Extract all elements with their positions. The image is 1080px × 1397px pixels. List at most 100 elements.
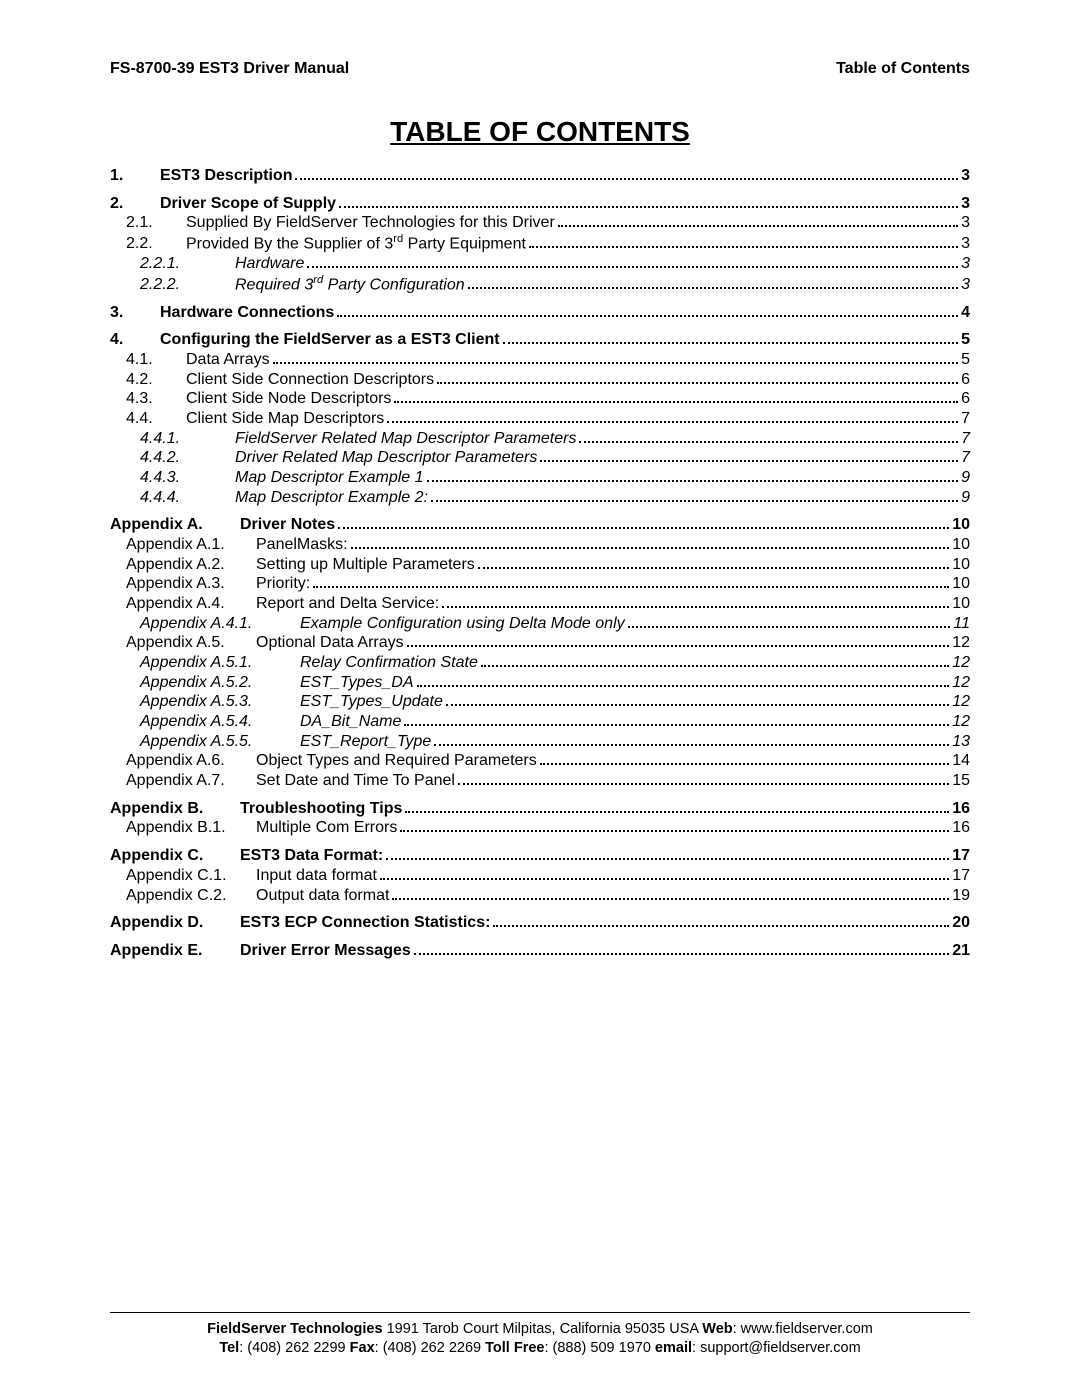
table-of-contents: 1.EST3 Description32.Driver Scope of Sup… — [110, 166, 970, 961]
toc-page-number: 10 — [952, 535, 970, 555]
toc-entry: 4.4.1.FieldServer Related Map Descriptor… — [110, 429, 970, 449]
toc-page-number: 16 — [952, 799, 970, 819]
toc-entry: Appendix B.1.Multiple Com Errors16 — [110, 818, 970, 838]
toc-page-number: 3 — [961, 254, 970, 274]
footer-email-label: email — [655, 1340, 692, 1356]
toc-text: PanelMasks: — [256, 535, 348, 555]
toc-page-number: 3 — [961, 275, 970, 295]
toc-page-number: 9 — [961, 488, 970, 508]
toc-leader-dots — [493, 925, 949, 927]
toc-entry: 2.2.Provided By the Supplier of 3rd Part… — [110, 233, 970, 254]
toc-text: Report and Delta Service: — [256, 594, 439, 614]
toc-label: 4.4.1. — [110, 429, 235, 449]
toc-entry: Appendix C.2.Output data format19 — [110, 886, 970, 906]
toc-leader-dots — [307, 266, 958, 268]
footer-company: FieldServer Technologies — [207, 1321, 382, 1337]
toc-text: Client Side Map Descriptors — [186, 409, 384, 429]
toc-page-number: 5 — [961, 350, 970, 370]
toc-leader-dots — [405, 811, 949, 813]
toc-label: 2.1. — [110, 213, 186, 233]
toc-label: Appendix B. — [110, 799, 240, 819]
toc-label: 3. — [110, 303, 160, 323]
toc-page-number: 3 — [961, 166, 970, 186]
toc-page-number: 17 — [952, 866, 970, 886]
toc-label: Appendix A. — [110, 515, 240, 535]
toc-text: Provided By the Supplier of 3rd Party Eq… — [186, 233, 526, 254]
toc-entry: 1.EST3 Description3 — [110, 166, 970, 186]
toc-label: 4. — [110, 330, 160, 350]
toc-label: Appendix B.1. — [110, 818, 256, 838]
toc-page-number: 12 — [952, 633, 970, 653]
footer-tel-label: Tel — [219, 1340, 239, 1356]
toc-entry: 4.4.3.Map Descriptor Example 19 — [110, 468, 970, 488]
toc-group: 4.Configuring the FieldServer as a EST3 … — [110, 330, 970, 507]
toc-leader-dots — [407, 645, 950, 647]
header-right: Table of Contents — [836, 60, 970, 78]
toc-page-number: 15 — [952, 771, 970, 791]
document-page: FS-8700-39 EST3 Driver Manual Table of C… — [0, 0, 1080, 1397]
toc-text: Map Descriptor Example 2: — [235, 488, 428, 508]
toc-leader-dots — [387, 421, 958, 423]
toc-label: Appendix A.5.5. — [110, 732, 300, 752]
toc-text: Output data format — [256, 886, 389, 906]
toc-entry: Appendix E.Driver Error Messages21 — [110, 941, 970, 961]
toc-group: Appendix C.EST3 Data Format:17Appendix C… — [110, 846, 970, 905]
toc-page-number: 3 — [961, 213, 970, 233]
toc-leader-dots — [579, 441, 958, 443]
toc-page-number: 17 — [952, 846, 970, 866]
toc-leader-dots — [392, 898, 949, 900]
toc-label: Appendix A.5.2. — [110, 673, 300, 693]
toc-text: Configuring the FieldServer as a EST3 Cl… — [160, 330, 500, 350]
toc-leader-dots — [458, 783, 949, 785]
toc-leader-dots — [386, 858, 949, 860]
toc-leader-dots — [558, 225, 958, 227]
toc-label: Appendix D. — [110, 913, 240, 933]
toc-leader-dots — [338, 527, 949, 529]
page-header: FS-8700-39 EST3 Driver Manual Table of C… — [110, 60, 970, 78]
toc-text: EST_Types_Update — [300, 692, 443, 712]
toc-leader-dots — [414, 953, 949, 955]
toc-page-number: 7 — [961, 429, 970, 449]
toc-leader-dots — [478, 567, 949, 569]
toc-text: Required 3rd Party Configuration — [235, 274, 465, 295]
toc-label: Appendix C.1. — [110, 866, 256, 886]
footer-tel: : (408) 262 2299 — [239, 1340, 349, 1356]
toc-text: EST_Types_DA — [300, 673, 414, 693]
toc-text: Multiple Com Errors — [256, 818, 397, 838]
toc-label: Appendix E. — [110, 941, 240, 961]
toc-entry: Appendix C.EST3 Data Format:17 — [110, 846, 970, 866]
toc-entry: 4.1.Data Arrays5 — [110, 350, 970, 370]
toc-leader-dots — [394, 401, 958, 403]
toc-entry: 4.2.Client Side Connection Descriptors6 — [110, 370, 970, 390]
toc-page-number: 19 — [952, 886, 970, 906]
footer-fax-label: Fax — [350, 1340, 375, 1356]
toc-entry: Appendix A.5.3.EST_Types_Update12 — [110, 692, 970, 712]
toc-page-number: 13 — [952, 732, 970, 752]
toc-text: FieldServer Related Map Descriptor Param… — [235, 429, 576, 449]
footer-divider — [110, 1312, 970, 1313]
toc-page-number: 11 — [953, 614, 970, 634]
toc-page-number: 12 — [952, 692, 970, 712]
toc-entry: 4.4.Client Side Map Descriptors7 — [110, 409, 970, 429]
toc-entry: Appendix A.2.Setting up Multiple Paramet… — [110, 555, 970, 575]
toc-leader-dots — [503, 342, 958, 344]
footer-web: : www.fieldserver.com — [733, 1321, 873, 1337]
toc-leader-dots — [431, 500, 958, 502]
toc-page-number: 5 — [961, 330, 970, 350]
toc-leader-dots — [540, 460, 958, 462]
toc-label: 2.2.2. — [110, 275, 235, 295]
toc-entry: Appendix A.Driver Notes10 — [110, 515, 970, 535]
toc-entry: 4.3.Client Side Node Descriptors6 — [110, 389, 970, 409]
toc-page-number: 7 — [961, 448, 970, 468]
toc-entry: Appendix A.4.Report and Delta Service:10 — [110, 594, 970, 614]
toc-text: Driver Related Map Descriptor Parameters — [235, 448, 537, 468]
toc-page-number: 3 — [961, 194, 970, 214]
toc-leader-dots — [540, 763, 949, 765]
toc-text: Map Descriptor Example 1 — [235, 468, 424, 488]
toc-leader-dots — [417, 685, 950, 687]
page-footer: FieldServer Technologies 1991 Tarob Cour… — [110, 1320, 970, 1359]
toc-text: Driver Error Messages — [240, 941, 411, 961]
toc-text: Data Arrays — [186, 350, 270, 370]
toc-page-number: 20 — [952, 913, 970, 933]
toc-entry: Appendix C.1.Input data format17 — [110, 866, 970, 886]
